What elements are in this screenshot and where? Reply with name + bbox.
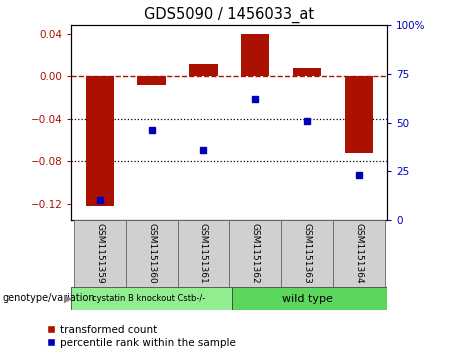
- Text: GSM1151363: GSM1151363: [302, 223, 312, 284]
- Text: GSM1151359: GSM1151359: [95, 223, 105, 284]
- Bar: [177, 220, 230, 287]
- Bar: [344, 76, 373, 153]
- Text: GSM1151361: GSM1151361: [199, 223, 208, 284]
- Bar: [126, 220, 177, 287]
- Legend: transformed count, percentile rank within the sample: transformed count, percentile rank withi…: [47, 325, 236, 348]
- Bar: [86, 76, 114, 206]
- Bar: [333, 220, 384, 287]
- Text: genotype/variation: genotype/variation: [2, 293, 95, 303]
- Bar: [137, 76, 166, 85]
- Text: GSM1151364: GSM1151364: [354, 223, 363, 284]
- Title: GDS5090 / 1456033_at: GDS5090 / 1456033_at: [144, 7, 314, 23]
- Bar: [71, 287, 232, 310]
- Text: GSM1151360: GSM1151360: [147, 223, 156, 284]
- Bar: [241, 34, 270, 76]
- Bar: [230, 220, 281, 287]
- Bar: [281, 220, 333, 287]
- Text: ▶: ▶: [64, 293, 72, 303]
- Text: wild type: wild type: [282, 294, 332, 303]
- Text: GSM1151362: GSM1151362: [251, 223, 260, 284]
- Bar: [74, 220, 126, 287]
- Bar: [189, 64, 218, 76]
- Bar: [293, 68, 321, 76]
- Text: cystatin B knockout Cstb-/-: cystatin B knockout Cstb-/-: [93, 294, 206, 303]
- Bar: [232, 287, 387, 310]
